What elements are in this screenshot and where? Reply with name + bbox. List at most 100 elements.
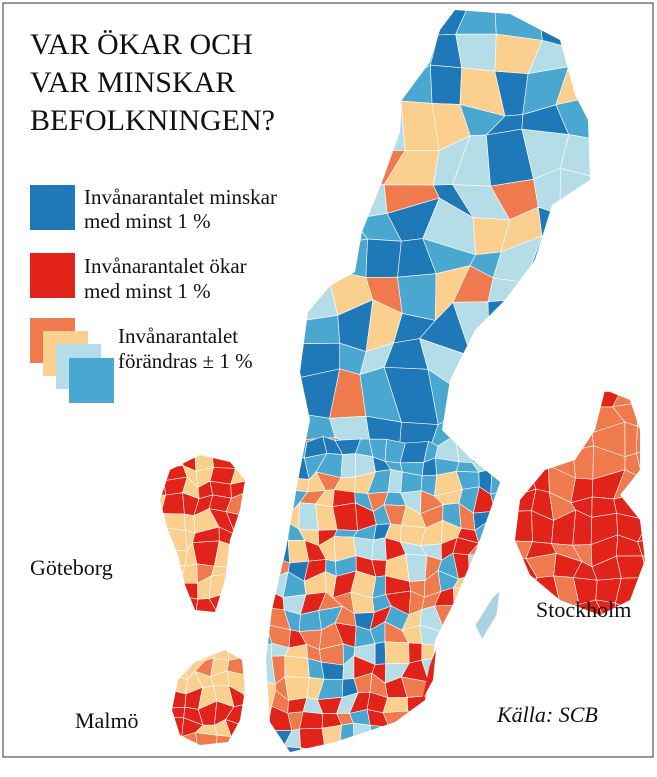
municipality xyxy=(487,555,504,581)
municipality xyxy=(559,750,581,766)
municipality xyxy=(458,355,505,389)
municipality xyxy=(509,672,521,699)
municipality xyxy=(322,725,342,750)
municipality xyxy=(366,239,401,277)
municipality xyxy=(424,694,442,718)
municipality xyxy=(266,742,287,765)
municipality xyxy=(502,638,525,663)
municipality xyxy=(235,546,251,567)
municipality xyxy=(454,645,470,661)
municipality xyxy=(146,559,171,583)
municipality xyxy=(457,689,500,726)
municipality xyxy=(241,605,265,627)
infographic: VAR ÖKAR OCH VAR MINSKAR BEFOLKNINGEN? I… xyxy=(0,0,657,777)
municipality xyxy=(455,725,479,750)
municipality xyxy=(636,426,657,453)
municipality xyxy=(488,299,532,355)
municipality xyxy=(294,269,338,321)
municipality xyxy=(409,643,422,663)
municipality xyxy=(573,446,594,479)
legend-label: med minst 1 % xyxy=(84,209,211,233)
municipality xyxy=(553,661,580,677)
municipality xyxy=(400,65,432,103)
municipality xyxy=(561,234,604,275)
legend-swatch xyxy=(69,358,114,403)
municipality xyxy=(145,591,170,616)
municipality xyxy=(495,0,542,40)
municipality xyxy=(578,743,590,762)
region-field xyxy=(502,379,657,633)
municipality xyxy=(458,385,509,424)
municipality xyxy=(195,445,214,471)
municipality xyxy=(358,6,402,49)
municipality xyxy=(243,480,258,493)
source: Källa: SCB xyxy=(496,702,598,727)
municipality xyxy=(383,697,408,712)
city-label: Göteborg xyxy=(30,555,113,580)
municipality xyxy=(560,168,609,214)
municipality xyxy=(269,441,290,489)
municipality xyxy=(591,643,616,663)
municipality xyxy=(508,623,525,641)
municipality xyxy=(245,657,257,677)
municipality xyxy=(640,472,657,493)
municipality xyxy=(166,528,187,551)
municipality xyxy=(168,690,186,708)
municipality xyxy=(165,717,184,740)
municipality xyxy=(539,659,557,681)
municipality xyxy=(292,478,310,492)
municipality xyxy=(233,608,244,628)
municipality xyxy=(486,661,512,677)
municipality xyxy=(301,748,326,762)
municipality xyxy=(452,707,480,727)
municipality xyxy=(491,537,504,556)
municipality xyxy=(145,448,169,467)
municipality xyxy=(573,628,591,644)
municipality xyxy=(165,572,180,597)
municipality xyxy=(625,422,637,457)
municipality xyxy=(616,556,646,578)
municipality xyxy=(231,733,248,748)
municipality xyxy=(195,733,217,751)
municipality xyxy=(253,344,295,383)
municipality xyxy=(524,457,546,473)
municipality xyxy=(572,644,604,696)
municipality xyxy=(225,566,251,579)
municipality xyxy=(422,747,467,777)
municipality xyxy=(215,608,236,628)
municipality xyxy=(454,605,474,630)
legend-label: Invånarantalet minskar xyxy=(84,185,277,209)
municipality xyxy=(372,749,389,762)
municipality xyxy=(491,469,513,494)
municipality xyxy=(419,689,473,712)
legend-label: Invånarantalet ökar xyxy=(84,254,247,278)
municipality xyxy=(333,503,358,531)
municipality xyxy=(570,4,610,48)
municipality xyxy=(389,727,411,749)
municipality xyxy=(214,641,229,661)
municipality xyxy=(421,729,442,748)
municipality xyxy=(508,578,537,612)
municipality xyxy=(254,241,304,288)
municipality xyxy=(548,379,580,413)
municipality xyxy=(554,643,573,665)
municipality xyxy=(341,454,355,478)
municipality xyxy=(470,647,498,694)
municipality xyxy=(469,749,497,767)
municipality xyxy=(506,381,531,409)
municipality xyxy=(522,299,568,347)
municipality xyxy=(353,101,405,151)
municipality xyxy=(502,661,521,678)
municipality xyxy=(452,683,480,696)
gotland xyxy=(475,590,500,640)
municipality xyxy=(216,735,232,747)
municipality xyxy=(504,511,532,542)
municipality xyxy=(243,493,261,516)
municipality xyxy=(470,660,491,683)
municipality xyxy=(434,748,455,759)
municipality xyxy=(350,740,373,762)
municipality xyxy=(439,645,455,661)
municipality xyxy=(401,713,425,760)
municipality xyxy=(146,481,166,496)
municipality xyxy=(161,513,185,530)
